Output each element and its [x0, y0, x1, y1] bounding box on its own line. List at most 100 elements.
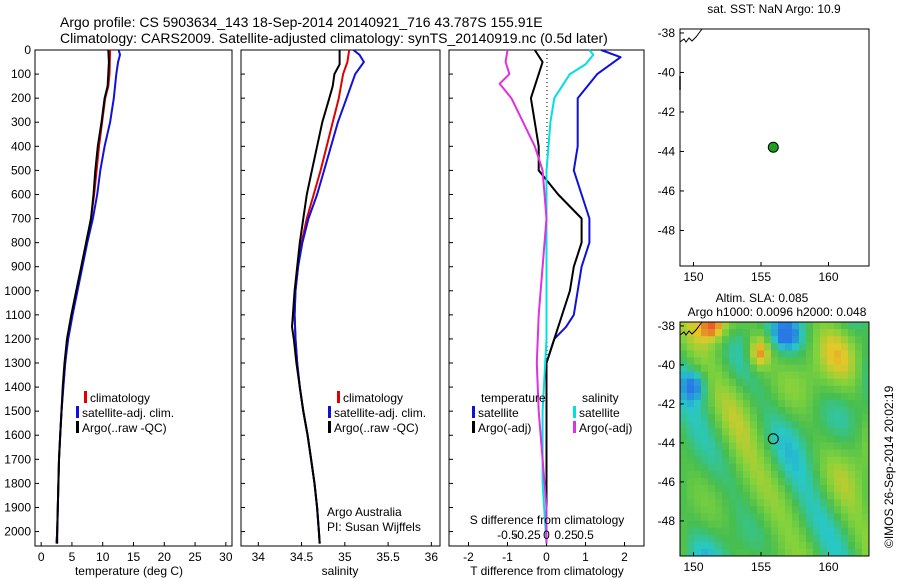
sla-cell: [757, 478, 765, 486]
sla-cell: [785, 392, 793, 401]
sla-cell: [848, 357, 856, 365]
sla-cell: [715, 371, 723, 380]
sla-map-x-ticks: 150 155 160: [683, 552, 839, 574]
depth-tick-label: 2000: [4, 525, 31, 539]
sla-cell: [722, 449, 730, 458]
sla-cell: [736, 392, 744, 401]
sla-cell: [841, 407, 849, 415]
sla-cell: [841, 336, 849, 344]
sla-cell: [834, 485, 842, 493]
sla-cell: [687, 520, 695, 529]
sla-cell: [771, 364, 779, 373]
sla-cell: [750, 527, 758, 536]
sla-cell: [729, 378, 737, 387]
sla-cell: [799, 336, 807, 344]
sla-cell: [680, 336, 688, 344]
sla-cell: [778, 499, 786, 507]
sla-cell: [862, 548, 870, 557]
sla-cell: [694, 548, 702, 557]
sla-cell: [757, 414, 765, 422]
sla-cell: [848, 520, 856, 529]
sla-cell: [841, 534, 849, 543]
sla-cell: [855, 442, 863, 451]
sla-cell: [701, 336, 709, 344]
sla-cell: [792, 400, 800, 408]
sla-cell: [834, 322, 842, 330]
sla-cell: [687, 499, 695, 507]
sla-cell: [827, 392, 835, 401]
legend-label-satellite: satellite-adj. clim.: [334, 406, 426, 420]
sla-cell: [792, 463, 800, 472]
sla-cell: [701, 392, 709, 401]
sla-cell: [722, 506, 730, 514]
sla-cell: [841, 513, 849, 521]
argo-position-marker: [767, 141, 779, 153]
sla-cell: [827, 400, 835, 408]
sla-cell: [722, 322, 730, 330]
sla-cell: [785, 520, 793, 529]
sla-cell: [792, 357, 800, 365]
sla-cell: [778, 385, 786, 394]
lat-tick-label: -40: [658, 358, 676, 372]
sla-cell: [841, 392, 849, 401]
sla-cell: [694, 336, 702, 344]
depth-tick-label: 1200: [4, 332, 31, 346]
sla-cell: [771, 350, 779, 358]
sla-cell: [729, 385, 737, 394]
sla-cell: [680, 499, 688, 507]
sla-cell: [764, 442, 772, 451]
sla-cell: [687, 442, 695, 451]
difference-x-label: T difference from climatology: [470, 564, 624, 578]
sla-cell: [813, 329, 821, 337]
sla-cell: [736, 428, 744, 436]
sla-cell: [855, 364, 863, 373]
sla-cell: [757, 421, 765, 429]
sla-cell: [862, 428, 870, 436]
sla-cell: [715, 428, 723, 436]
sla-cell: [680, 357, 688, 365]
sla-cell: [792, 371, 800, 380]
sla-cell: [750, 449, 758, 458]
sla-cell: [820, 400, 828, 408]
sla-cell: [778, 400, 786, 408]
sla-cell: [806, 534, 814, 543]
sla-cell: [687, 527, 695, 536]
sla-cell: [715, 541, 723, 550]
sla-cell: [694, 385, 702, 394]
sla-cell: [848, 534, 856, 543]
sla-cell: [855, 385, 863, 394]
sla-cell: [848, 385, 856, 394]
sla-cell: [757, 513, 765, 521]
sla-cell: [841, 506, 849, 514]
sla-cell: [736, 350, 744, 358]
sla-cell: [715, 506, 723, 514]
sla-cell: [694, 371, 702, 380]
sla-cell: [792, 329, 800, 337]
sla-cell: [715, 442, 723, 451]
sla-cell: [834, 364, 842, 373]
sla-cell: [736, 506, 744, 514]
sst-map-x-ticks: 150 155 160: [683, 262, 839, 284]
sla-cell: [862, 343, 870, 351]
sla-cell: [827, 357, 835, 365]
sla-cell: [778, 520, 786, 529]
sla-cell: [701, 357, 709, 365]
sla-cell: [799, 442, 807, 451]
x-tick-label: 30: [219, 550, 233, 564]
sla-cell: [806, 357, 814, 365]
sla-cell: [764, 378, 772, 387]
sla-cell: [799, 378, 807, 387]
depth-tick-label: 1500: [4, 404, 31, 418]
sla-cell: [680, 343, 688, 351]
lat-tick-label: -46: [658, 184, 676, 198]
sla-cell: [862, 527, 870, 536]
legend-swatch-argo: [76, 421, 79, 433]
sla-cell: [722, 414, 730, 422]
credit-org: Argo Australia: [327, 505, 402, 519]
sla-cell: [792, 385, 800, 394]
sla-cell: [750, 534, 758, 543]
sla-cell: [834, 435, 842, 443]
sla-cell: [771, 336, 779, 344]
sla-cell: [771, 400, 779, 408]
sla-cell: [778, 513, 786, 521]
